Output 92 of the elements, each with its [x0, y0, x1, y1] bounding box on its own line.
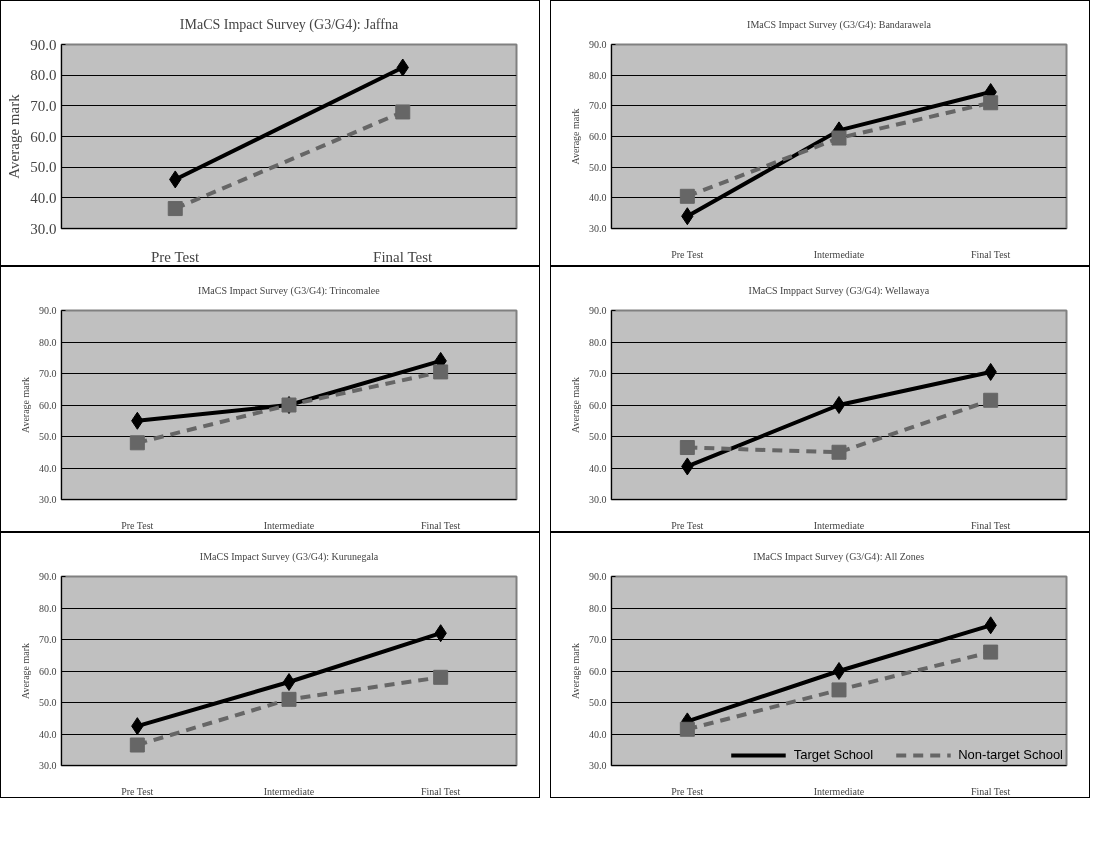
x-tick-label: Final Test [420, 785, 461, 797]
chart-title: IMaCS Impact Survey (G3/G4): Jaffna [179, 17, 399, 33]
y-tick-label: 60.0 [39, 399, 57, 411]
y-tick-label: 50.0 [39, 697, 57, 708]
x-tick-label: Final Test [970, 519, 1011, 531]
chart-title: IMaCS Impact Survey (G3/G4): Bandarawela [747, 18, 932, 31]
point [395, 104, 411, 120]
y-tick-label: 90.0 [39, 305, 57, 316]
point [679, 188, 695, 204]
y-tick-label: 30.0 [589, 760, 607, 771]
x-tick-label: Intermediate [263, 785, 315, 797]
x-tick-label: Pre Test [121, 519, 154, 531]
y-tick-label: 70.0 [30, 97, 57, 114]
point [679, 440, 695, 456]
y-tick-label: 40.0 [589, 728, 607, 740]
point [831, 130, 847, 146]
y-tick-label: 30.0 [39, 494, 57, 505]
legend-label: Target School [793, 747, 874, 762]
y-tick-label: 60.0 [589, 131, 607, 142]
y-tick-label: 90.0 [589, 305, 607, 316]
y-tick-label: 90.0 [589, 39, 607, 50]
x-tick-label: Intermediate [263, 519, 315, 531]
y-tick-label: 80.0 [39, 602, 57, 614]
chart-title: IMaCS Impact Survey (G3/G4): All Zones [753, 550, 925, 563]
point [129, 435, 145, 451]
x-tick-label: Intermediate [813, 248, 865, 260]
x-tick-label: Final Test [970, 248, 1011, 260]
x-tick-label: Pre Test [150, 248, 201, 265]
y-axis-title: Average mark [20, 642, 31, 700]
point [831, 444, 847, 460]
y-tick-label: 40.0 [39, 728, 57, 740]
x-tick-label: Intermediate [813, 785, 865, 797]
y-tick-label: 90.0 [39, 571, 57, 582]
x-tick-label: Intermediate [813, 519, 865, 531]
x-tick-label: Final Test [420, 519, 461, 531]
point [281, 691, 297, 707]
point [832, 662, 846, 680]
x-tick-label: Final Test [373, 248, 433, 265]
x-tick-label: Pre Test [671, 785, 704, 797]
y-axis-title: Average mark [570, 642, 581, 700]
y-tick-label: 90.0 [589, 571, 607, 582]
x-tick-label: Final Test [970, 785, 1011, 797]
y-axis-title: Average mark [570, 108, 581, 165]
y-tick-label: 70.0 [39, 368, 57, 379]
point [167, 201, 183, 217]
y-tick-label: 70.0 [589, 634, 607, 645]
y-tick-label: 80.0 [589, 69, 607, 81]
y-tick-label: 60.0 [39, 665, 57, 677]
point [983, 644, 999, 660]
y-axis-title: Average mark [6, 93, 23, 179]
y-tick-label: 40.0 [589, 192, 607, 204]
y-tick-label: 90.0 [30, 36, 57, 53]
y-tick-label: 30.0 [589, 494, 607, 505]
y-axis-title: Average mark [20, 376, 31, 434]
point [679, 721, 695, 737]
y-tick-label: 40.0 [30, 189, 57, 206]
y-tick-label: 40.0 [589, 462, 607, 474]
y-tick-label: 80.0 [589, 336, 607, 348]
y-tick-label: 50.0 [589, 697, 607, 708]
x-tick-label: Pre Test [671, 248, 704, 260]
y-tick-label: 60.0 [589, 665, 607, 677]
y-tick-label: 50.0 [39, 431, 57, 442]
y-tick-label: 50.0 [30, 159, 57, 176]
y-tick-label: 80.0 [39, 336, 57, 348]
point [282, 673, 296, 692]
y-tick-label: 70.0 [39, 634, 57, 645]
chart-title: IMaCS Impact Survey (G3/G4): Kurunegala [199, 550, 379, 563]
y-tick-label: 40.0 [39, 462, 57, 474]
y-tick-label: 50.0 [589, 431, 607, 442]
point [832, 396, 846, 414]
x-tick-label: Pre Test [121, 785, 154, 797]
y-tick-label: 30.0 [39, 760, 57, 771]
y-tick-label: 60.0 [30, 128, 57, 145]
chart-title: IMaCS Imppact Survey (G3/G4): Wellawaya [748, 284, 930, 297]
y-tick-label: 30.0 [589, 223, 607, 234]
y-tick-label: 70.0 [589, 100, 607, 112]
point [433, 364, 449, 380]
chart-title: IMaCS Impact Survey (G3/G4): Trincomalee [198, 284, 381, 297]
y-tick-label: 50.0 [589, 161, 607, 173]
x-tick-label: Pre Test [671, 519, 704, 531]
point [983, 392, 999, 408]
legend-label: Non-target School [958, 747, 1063, 762]
y-tick-label: 30.0 [30, 220, 57, 237]
y-tick-label: 80.0 [589, 602, 607, 614]
y-tick-label: 70.0 [589, 368, 607, 379]
y-tick-label: 80.0 [30, 67, 57, 84]
y-tick-label: 60.0 [589, 399, 607, 411]
point [983, 95, 999, 111]
point [831, 682, 847, 698]
point [129, 737, 145, 753]
point [433, 669, 449, 685]
y-axis-title: Average mark [570, 376, 581, 434]
